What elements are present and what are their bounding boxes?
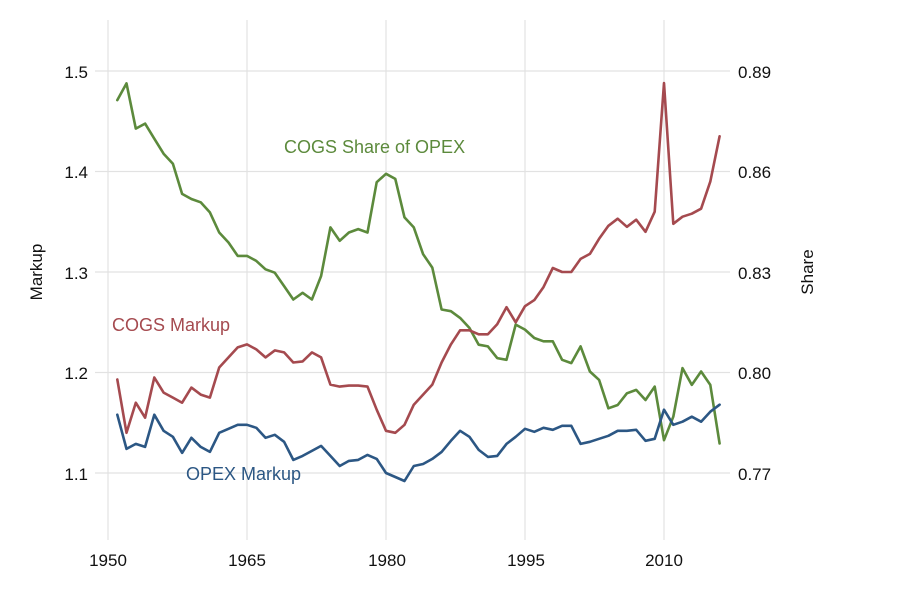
- y-right-tick-label: 0.83: [738, 264, 771, 283]
- y-left-axis-title: Markup: [27, 244, 46, 301]
- y-right-axis-title: Share: [798, 249, 817, 294]
- y-left-tick-label: 1.1: [64, 465, 88, 484]
- y-left-tick-label: 1.2: [64, 364, 88, 383]
- y-right-tick-label: 0.80: [738, 364, 771, 383]
- y-left-tick-label: 1.4: [64, 163, 88, 182]
- series-line-cogs-share-of-opex: [116, 82, 721, 445]
- series-line-opex-markup: [116, 403, 721, 483]
- series-label-cogs-markup: COGS Markup: [112, 315, 230, 335]
- x-tick-label: 1965: [228, 551, 266, 570]
- y-right-tick-label: 0.86: [738, 163, 771, 182]
- tick-labels: 1950 1965 1980 1995 2010 1.1 1.2 1.3 1.4…: [64, 63, 771, 570]
- y-left-tick-label: 1.5: [64, 63, 88, 82]
- x-tick-label: 2010: [645, 551, 683, 570]
- gridlines: [95, 20, 730, 540]
- x-tick-label: 1950: [89, 551, 127, 570]
- series-label-opex-markup: OPEX Markup: [186, 464, 301, 484]
- series-line-cogs-markup: [116, 81, 721, 435]
- x-tick-label: 1995: [507, 551, 545, 570]
- y-right-tick-label: 0.77: [738, 465, 771, 484]
- series-label-cogs-share: COGS Share of OPEX: [284, 137, 465, 157]
- y-left-tick-label: 1.3: [64, 264, 88, 283]
- y-right-tick-label: 0.89: [738, 63, 771, 82]
- series-lines: [116, 81, 721, 483]
- x-tick-label: 1980: [368, 551, 406, 570]
